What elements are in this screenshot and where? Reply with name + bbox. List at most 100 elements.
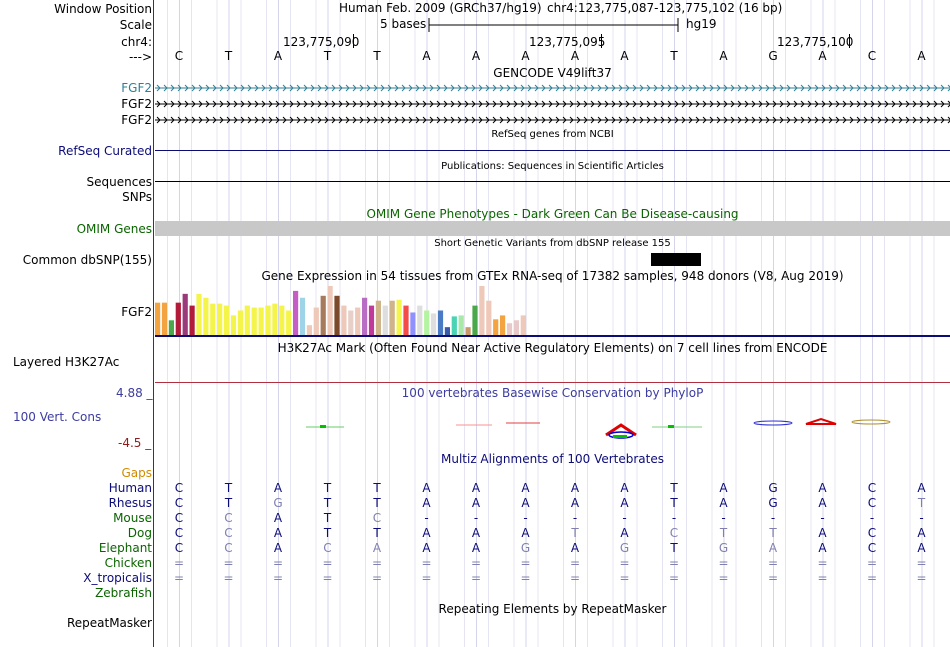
- alignment-base: C: [867, 481, 877, 495]
- gtex-tissue-bar[interactable]: [389, 300, 395, 335]
- strand-arrow: [695, 116, 700, 124]
- gtex-tissue-bar[interactable]: [244, 305, 250, 335]
- gtex-tissue-bar[interactable]: [189, 305, 195, 335]
- gtex-tissue-bar[interactable]: [472, 305, 478, 335]
- species-label[interactable]: Dog: [127, 526, 152, 540]
- gtex-tissue-bar[interactable]: [175, 302, 181, 335]
- gtex-tissue-bar[interactable]: [258, 307, 264, 335]
- gtex-tissue-bar[interactable]: [313, 307, 319, 335]
- strand-arrow: [674, 84, 679, 92]
- gtex-tissue-bar[interactable]: [182, 293, 188, 335]
- strand-arrow: [807, 100, 812, 108]
- gtex-tissue-bar[interactable]: [410, 312, 416, 335]
- h3k27ac-label[interactable]: Layered H3K27Ac: [13, 355, 120, 369]
- gtex-tissue-bar[interactable]: [520, 315, 526, 335]
- refseq-line[interactable]: [155, 150, 950, 151]
- gtex-tissue-bar[interactable]: [306, 325, 312, 335]
- strand-arrow: [401, 116, 406, 124]
- gtex-tissue-bar[interactable]: [341, 305, 347, 335]
- gtex-tissue-bar[interactable]: [382, 305, 388, 335]
- gtex-tissue-bar[interactable]: [327, 286, 333, 335]
- gtex-tissue-bar[interactable]: [224, 305, 230, 335]
- gtex-tissue-bar[interactable]: [458, 315, 464, 335]
- gencode-gene-3[interactable]: FGF2: [121, 113, 152, 127]
- gtex-label[interactable]: FGF2: [121, 305, 152, 319]
- strand-arrow: [779, 100, 784, 108]
- omim-bar[interactable]: [155, 221, 950, 236]
- gtex-tissue-bar[interactable]: [320, 295, 326, 335]
- gtex-bar-chart[interactable]: [155, 284, 535, 335]
- gtex-tissue-bar[interactable]: [513, 320, 519, 335]
- gtex-tissue-bar[interactable]: [217, 303, 223, 335]
- alignment-base: A: [422, 496, 431, 510]
- strand-arrow: [863, 116, 868, 124]
- strand-arrow: [205, 116, 210, 124]
- gtex-tissue-bar[interactable]: [286, 310, 292, 336]
- gtex-tissue-bar[interactable]: [375, 300, 381, 335]
- gtex-tissue-bar[interactable]: [451, 316, 457, 335]
- gtex-tissue-bar[interactable]: [203, 297, 209, 335]
- alignment-base: =: [520, 571, 531, 585]
- gtex-tissue-bar[interactable]: [431, 313, 437, 335]
- dbsnp-variant[interactable]: [651, 253, 701, 266]
- gtex-tissue-bar[interactable]: [272, 303, 278, 335]
- strand-arrow: [534, 100, 539, 108]
- alignment-base: =: [421, 571, 432, 585]
- gtex-tissue-bar[interactable]: [396, 299, 402, 335]
- gtex-tissue-bar[interactable]: [279, 305, 285, 335]
- strand-arrow: [240, 84, 245, 92]
- species-label[interactable]: Elephant: [98, 541, 152, 555]
- refseq-label[interactable]: RefSeq Curated: [58, 144, 152, 158]
- gtex-tissue-bar[interactable]: [417, 305, 423, 335]
- gtex-tissue-bar[interactable]: [299, 297, 306, 335]
- species-label[interactable]: X_tropicalis: [83, 571, 152, 585]
- dbsnp-label[interactable]: Common dbSNP(155): [22, 253, 152, 267]
- gtex-tissue-bar[interactable]: [493, 319, 499, 335]
- gtex-tissue-bar[interactable]: [444, 327, 450, 335]
- repeatmasker-label[interactable]: RepeatMasker: [66, 616, 152, 630]
- gtex-tissue-bar[interactable]: [465, 327, 471, 335]
- gtex-tissue-bar[interactable]: [210, 303, 216, 335]
- gtex-tissue-bar[interactable]: [403, 305, 409, 335]
- gtex-tissue-bar[interactable]: [265, 305, 271, 335]
- alignment-base: =: [470, 571, 482, 585]
- gencode-gene-1[interactable]: FGF2: [121, 81, 152, 95]
- alignment-base: =: [767, 556, 779, 570]
- gtex-tissue-bar[interactable]: [334, 295, 340, 335]
- gtex-tissue-bar[interactable]: [251, 307, 257, 335]
- h3k27ac-line[interactable]: [155, 382, 950, 383]
- omim-label[interactable]: OMIM Genes: [76, 222, 152, 236]
- gencode-gene-2[interactable]: FGF2: [121, 97, 152, 111]
- gtex-tissue-bar[interactable]: [348, 310, 354, 336]
- strand-arrow: [730, 84, 735, 92]
- gtex-tissue-bar[interactable]: [368, 305, 375, 335]
- gtex-tissue-bar[interactable]: [196, 293, 202, 335]
- phylop-label[interactable]: 100 Vert. Cons: [13, 410, 102, 424]
- gtex-tissue-bar[interactable]: [355, 307, 361, 335]
- species-label[interactable]: Chicken: [104, 556, 152, 570]
- gencode-transcripts[interactable]: [155, 80, 950, 128]
- species-label[interactable]: Mouse: [113, 511, 152, 525]
- gtex-tissue-bar[interactable]: [424, 310, 430, 336]
- gtex-tissue-bar[interactable]: [293, 290, 299, 335]
- phylop-logo[interactable]: [300, 415, 900, 441]
- species-label[interactable]: Human: [108, 481, 152, 495]
- gtex-tissue-bar[interactable]: [506, 323, 513, 335]
- species-label[interactable]: Rhesus: [108, 496, 152, 510]
- gtex-tissue-bar[interactable]: [362, 297, 368, 335]
- gtex-tissue-bar[interactable]: [155, 302, 161, 335]
- gtex-tissue-bar[interactable]: [479, 286, 485, 335]
- gtex-tissue-bar[interactable]: [437, 310, 444, 336]
- strand-arrow: [184, 116, 189, 124]
- gtex-tissue-bar[interactable]: [500, 315, 506, 335]
- species-label[interactable]: Zebrafish: [95, 586, 152, 600]
- gtex-tissue-bar[interactable]: [161, 302, 168, 335]
- strand-arrow: [870, 116, 875, 124]
- publications-label[interactable]: Sequences: [86, 175, 152, 189]
- gtex-tissue-bar[interactable]: [237, 310, 243, 336]
- gtex-tissue-bar[interactable]: [168, 320, 174, 335]
- gtex-tissue-bar[interactable]: [230, 315, 237, 335]
- strand-arrow: [590, 84, 595, 92]
- publications-line[interactable]: [155, 181, 950, 182]
- gtex-tissue-bar[interactable]: [486, 300, 492, 335]
